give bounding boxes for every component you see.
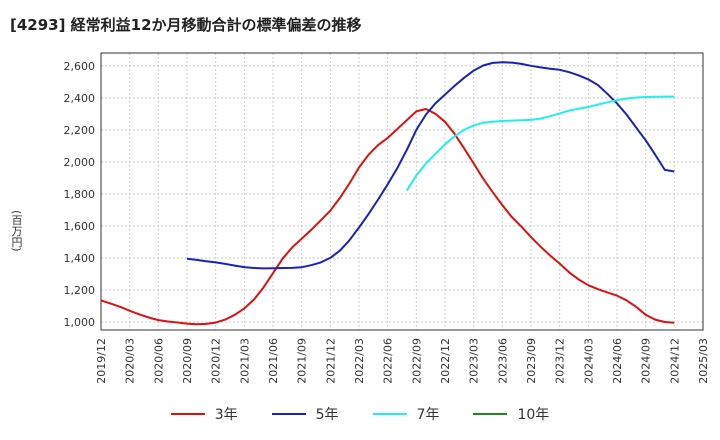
x-tick-label: 2022/09 xyxy=(410,338,423,384)
x-tick-label: 2020/06 xyxy=(152,338,165,384)
x-tick-label: 2020/12 xyxy=(210,338,223,384)
x-tick-label: 2024/12 xyxy=(668,338,681,384)
chart-title: [4293] 経常利益12か月移動合計の標準偏差の推移 xyxy=(10,16,362,34)
legend-item: 5年 xyxy=(271,404,339,424)
legend-swatch xyxy=(170,413,205,415)
series-line-5年 xyxy=(186,61,675,270)
x-tick-label: 2023/06 xyxy=(496,338,509,384)
x-tick-label: 2019/12 xyxy=(95,338,108,384)
x-tick-label: 2021/12 xyxy=(324,338,337,384)
x-tick-label: 2025/03 xyxy=(697,338,710,384)
legend-item: 3年 xyxy=(170,404,238,424)
plot-frame xyxy=(100,52,704,331)
legend-swatch xyxy=(372,413,407,415)
x-tick-label: 2022/03 xyxy=(353,338,366,384)
x-tick-label: 2024/06 xyxy=(611,338,624,384)
x-tick-label: 2021/09 xyxy=(296,338,309,384)
y-tick-label: 1,400 xyxy=(64,252,96,265)
series-line-3年 xyxy=(100,108,675,326)
x-tick-label: 2023/12 xyxy=(554,338,567,384)
legend-swatch xyxy=(473,413,508,415)
legend-label: 3年 xyxy=(214,407,238,423)
y-axis-label: (百万円) xyxy=(10,210,23,252)
y-tick-label: 2,000 xyxy=(64,156,96,169)
x-tick-label: 2022/12 xyxy=(439,338,452,384)
x-tick-label: 2023/03 xyxy=(468,338,481,384)
legend-label: 5年 xyxy=(315,407,339,423)
x-tick-label: 2020/03 xyxy=(124,338,137,384)
y-tick-label: 2,600 xyxy=(64,60,96,73)
x-tick-label: 2024/09 xyxy=(640,338,653,384)
y-tick-label: 1,200 xyxy=(64,284,96,297)
y-tick-label: 1,800 xyxy=(64,188,96,201)
chart-legend: 3年 5年 7年 10年 xyxy=(0,404,720,424)
legend-label: 7年 xyxy=(416,407,440,423)
x-tick-label: 2021/03 xyxy=(238,338,251,384)
legend-label: 10年 xyxy=(517,407,550,423)
y-tick-label: 2,200 xyxy=(64,124,96,137)
y-tick-label: 2,400 xyxy=(64,92,96,105)
x-tick-label: 2021/06 xyxy=(267,338,280,384)
y-tick-label: 1,000 xyxy=(64,316,96,329)
series-line-7年 xyxy=(405,95,675,192)
legend-swatch xyxy=(271,413,306,415)
legend-item: 10年 xyxy=(473,404,549,424)
x-tick-label: 2024/03 xyxy=(582,338,595,384)
x-tick-label: 2023/09 xyxy=(525,338,538,384)
legend-item: 7年 xyxy=(372,404,440,424)
x-tick-label: 2022/06 xyxy=(382,338,395,384)
x-tick-label: 2020/09 xyxy=(181,338,194,384)
y-tick-label: 1,600 xyxy=(64,220,96,233)
